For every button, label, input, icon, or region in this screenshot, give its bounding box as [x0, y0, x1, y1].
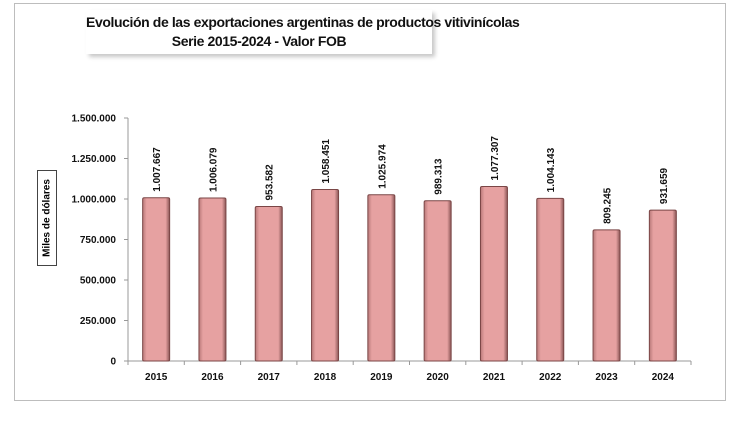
data-label: 1.006.079 — [208, 147, 219, 192]
chart-title-box: Evolución de las exportaciones argentina… — [86, 10, 520, 54]
data-label: 1.004.143 — [546, 147, 557, 192]
y-tick-label: 750.000 — [80, 235, 117, 246]
y-tick-label: 250.000 — [80, 316, 117, 327]
data-label: 1.077.307 — [490, 136, 501, 181]
data-label: 953.582 — [265, 164, 276, 201]
x-tick-label: 2019 — [370, 372, 393, 383]
y-tick-label: 500.000 — [80, 276, 117, 287]
bar — [198, 197, 227, 362]
data-label: 989.313 — [434, 158, 445, 195]
y-tick-label: 1.250.000 — [72, 154, 117, 165]
x-tick-label: 2023 — [595, 372, 618, 383]
bar — [536, 197, 565, 362]
bar — [592, 229, 621, 362]
data-label: 931.659 — [659, 167, 670, 204]
y-tick-label: 0 — [110, 357, 116, 368]
bar — [142, 197, 171, 362]
data-label: 1.007.667 — [152, 147, 163, 192]
bar — [479, 185, 508, 362]
data-label: 809.245 — [603, 187, 614, 224]
y-tick-label: 1.000.000 — [72, 195, 117, 206]
bar — [254, 206, 283, 362]
bar — [648, 209, 677, 362]
x-tick-label: 2017 — [258, 372, 281, 383]
x-tick-label: 2024 — [652, 372, 675, 383]
chart-frame — [14, 3, 726, 401]
x-tick-label: 2015 — [145, 372, 168, 383]
bar — [423, 200, 452, 362]
chart-title: Evolución de las exportaciones argentina… — [86, 14, 520, 30]
chart-subtitle: Serie 2015-2024 - Valor FOB — [171, 33, 347, 49]
data-label: 1.025.974 — [377, 144, 388, 189]
y-tick-label: 1.500.000 — [72, 114, 117, 125]
x-tick-label: 2021 — [483, 372, 506, 383]
x-tick-label: 2022 — [539, 372, 562, 383]
data-label: 1.058.451 — [321, 139, 332, 184]
bar — [367, 194, 396, 362]
x-tick-label: 2020 — [427, 372, 450, 383]
bar — [311, 189, 340, 362]
x-tick-label: 2018 — [314, 372, 337, 383]
x-tick-label: 2016 — [201, 372, 224, 383]
y-axis-label-box: Miles de dólares — [37, 170, 57, 266]
